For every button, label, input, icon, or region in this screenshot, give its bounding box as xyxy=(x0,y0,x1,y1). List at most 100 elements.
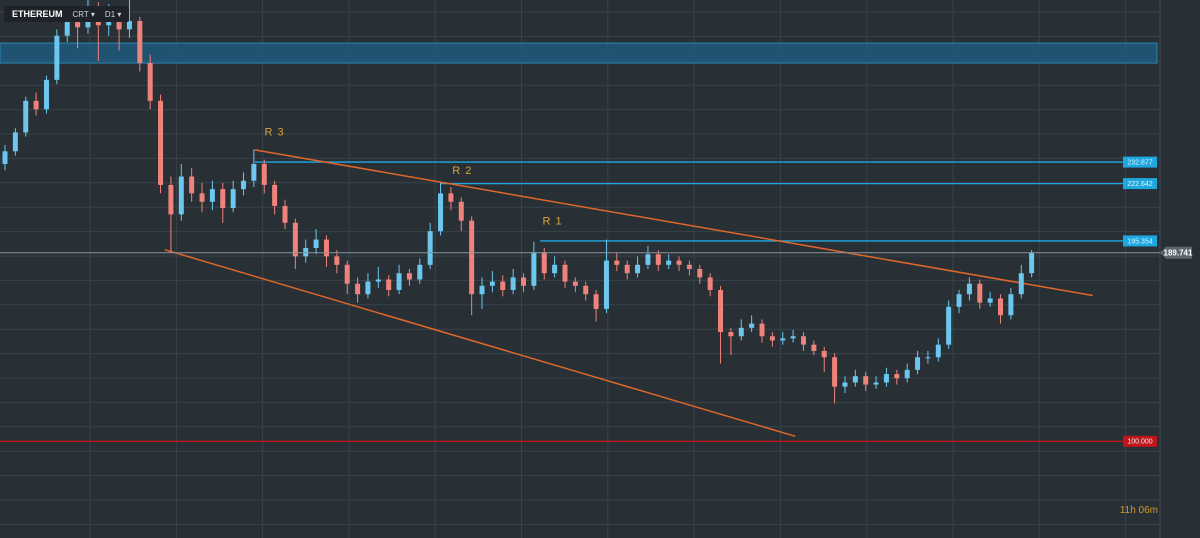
candle-body xyxy=(894,374,900,379)
candle-body xyxy=(396,273,402,291)
candle-body xyxy=(427,231,433,265)
candle-body xyxy=(531,252,537,286)
candle-body xyxy=(469,220,475,295)
candle-body xyxy=(790,336,796,339)
candle-body xyxy=(282,205,288,223)
candle-body xyxy=(821,350,827,358)
annotation: R 2 xyxy=(452,165,472,177)
candle-body xyxy=(199,193,205,202)
candle-body xyxy=(272,184,278,206)
candle-body xyxy=(344,264,350,284)
candle-body xyxy=(966,283,972,295)
annotation: R 3 xyxy=(265,127,285,139)
candle-body xyxy=(313,239,319,248)
candle-timer: 11h 06m xyxy=(1119,505,1158,516)
candle-body xyxy=(386,279,392,291)
candle-body xyxy=(925,357,931,359)
level-label: 232.877 xyxy=(1127,159,1152,166)
candle-body xyxy=(935,344,941,358)
candle-body xyxy=(209,189,215,202)
candle-body xyxy=(718,290,724,333)
last-price-label: 189.741 xyxy=(1164,248,1193,257)
candle-body xyxy=(438,193,444,232)
candle-body xyxy=(998,298,1004,316)
candle-body xyxy=(33,100,39,110)
candle-body xyxy=(645,254,651,265)
candle-body xyxy=(614,260,620,265)
candle-body xyxy=(832,357,838,387)
toolbar: ETHEREUM CRT ▾ D1 ▾ xyxy=(4,6,130,22)
candle-body xyxy=(676,260,682,265)
candle-body xyxy=(220,189,226,209)
candle-body xyxy=(510,277,516,291)
candle-body xyxy=(417,264,423,280)
candle-body xyxy=(624,264,630,274)
candle-body xyxy=(251,163,257,181)
annotation: R 1 xyxy=(542,216,562,228)
candle-body xyxy=(769,336,775,341)
mode: CRT xyxy=(72,9,89,19)
candle-body xyxy=(572,281,578,286)
candle-body xyxy=(64,18,70,36)
trendline xyxy=(164,248,796,438)
candle-body xyxy=(707,277,713,291)
candle-body xyxy=(12,132,18,152)
candle-body xyxy=(43,79,49,110)
candle-body xyxy=(956,294,962,307)
trendline xyxy=(254,149,1093,297)
candle-body xyxy=(904,369,910,379)
candle-body xyxy=(458,201,464,221)
candle-body xyxy=(168,184,174,215)
candle-body xyxy=(230,189,236,209)
level-tag xyxy=(1123,156,1157,168)
candle-body xyxy=(126,21,132,30)
mode-select[interactable]: CRT ▾ xyxy=(72,9,95,19)
candle-body xyxy=(334,256,340,265)
candle-body xyxy=(593,294,599,309)
candle-body xyxy=(666,260,672,265)
candle-body xyxy=(489,281,495,286)
zone xyxy=(0,42,1158,64)
candle-body xyxy=(75,18,81,28)
candle-body xyxy=(375,279,381,282)
candle-body xyxy=(137,21,143,64)
symbol[interactable]: ETHEREUM xyxy=(12,9,63,19)
candle-body xyxy=(728,332,734,337)
candle-body xyxy=(842,382,848,387)
timeframe: D1 xyxy=(104,9,116,19)
timeframe-select[interactable]: D1 ▾ xyxy=(104,9,122,19)
candle-body xyxy=(355,283,361,295)
level-label: 195.354 xyxy=(1127,238,1152,245)
candle-body xyxy=(873,382,879,385)
candle-body xyxy=(178,176,184,215)
candle-body xyxy=(500,281,506,291)
candle-body xyxy=(977,283,983,303)
candle-body xyxy=(863,376,869,385)
candle-body xyxy=(241,180,247,190)
candle-body xyxy=(323,239,329,257)
candle-body xyxy=(23,100,29,133)
candle-body xyxy=(521,277,526,286)
level-label: 100.000 xyxy=(1127,439,1152,446)
candle-body xyxy=(365,281,371,295)
candle-body xyxy=(915,357,921,370)
candle-body xyxy=(697,269,703,278)
candle-body xyxy=(116,16,122,30)
candle-body xyxy=(655,254,661,265)
candle-body xyxy=(738,327,744,337)
candle-body xyxy=(749,323,755,328)
candle-body xyxy=(54,35,60,80)
candle-body xyxy=(541,252,547,274)
candle-body xyxy=(811,344,817,351)
candle-body xyxy=(946,306,952,345)
level-label: 222.642 xyxy=(1127,181,1152,188)
candle-body xyxy=(686,264,692,269)
candle-body xyxy=(261,163,267,185)
candle-body xyxy=(303,247,309,257)
candle-body xyxy=(448,193,454,202)
candle-body xyxy=(2,151,8,164)
candle-body xyxy=(635,264,641,274)
candle-body xyxy=(987,298,993,303)
